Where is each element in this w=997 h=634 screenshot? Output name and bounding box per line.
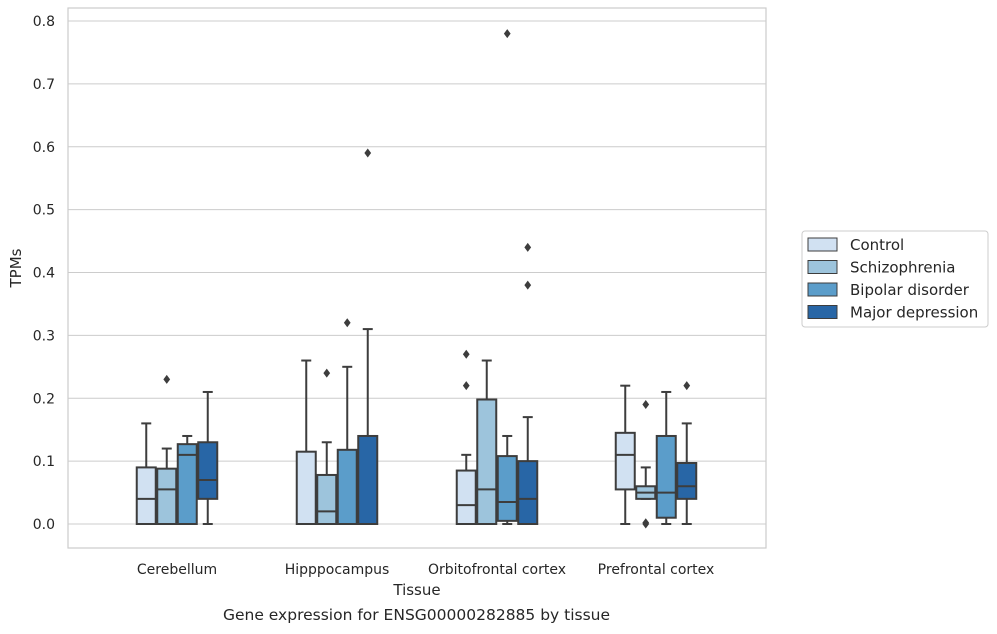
outlier-point (524, 280, 532, 290)
y-tick-label: 0.1 (33, 454, 55, 470)
outlier-point (683, 381, 691, 391)
x-axis-title: Tissue (392, 581, 440, 599)
box-body (295, 450, 317, 526)
outlier-point (364, 148, 372, 158)
box-body (676, 462, 698, 500)
figure-caption: Gene expression for ENSG00000282885 by t… (222, 606, 611, 624)
y-tick-label: 0.8 (33, 14, 55, 30)
box-body (176, 443, 198, 525)
outlier-point (642, 400, 650, 410)
legend-frame (801, 230, 989, 328)
box-schizophrenia (635, 400, 657, 529)
outlier-point (163, 374, 171, 384)
legend-label: Major depression (850, 304, 978, 322)
box-major-depression (357, 148, 379, 526)
box-bipolar-disorder (176, 434, 198, 525)
box-bipolar-disorder (496, 29, 518, 525)
y-tick-labels: 0.0 0.1 0.2 0.3 0.4 0.5 0.6 0.7 0.8 (33, 14, 55, 533)
box-major-depression (676, 381, 698, 525)
legend-label: Schizophrenia (850, 259, 955, 277)
box-body (476, 398, 498, 526)
box-control (135, 422, 157, 526)
box-major-depression (197, 390, 219, 525)
x-tick-label: Cerebellum (137, 562, 217, 578)
plot-frame (67, 7, 767, 549)
box-control (614, 384, 636, 525)
x-tick-labels: Cerebellum Hipppocampus Orbitofrontal cort… (137, 562, 714, 578)
box-body (357, 434, 379, 526)
box-body (316, 473, 338, 525)
y-tick-label: 0.3 (33, 328, 55, 344)
box-bipolar-disorder (336, 318, 358, 525)
box-control (455, 349, 477, 525)
legend-swatch (807, 260, 838, 274)
box-body (655, 434, 677, 519)
y-tick-label: 0.2 (33, 391, 55, 407)
box-schizophrenia (316, 368, 338, 525)
box-control (295, 359, 317, 526)
legend-swatch (807, 282, 838, 297)
box-schizophrenia (156, 374, 178, 526)
legend-label: Control (850, 236, 904, 254)
legend-swatch (807, 237, 838, 252)
box-body (156, 467, 178, 526)
outlier-point (524, 242, 532, 252)
box-body (455, 469, 477, 525)
legend-swatch (807, 305, 838, 319)
legend-label: Bipolar disorder (850, 281, 970, 299)
box-body (135, 466, 157, 526)
box-body (197, 441, 219, 500)
box-schizophrenia (476, 359, 498, 526)
outlier-point (343, 318, 351, 328)
outlier-point (462, 381, 470, 391)
y-tick-label: 0.0 (33, 517, 55, 533)
outlier-point (503, 29, 511, 39)
y-axis-title: TPMs (7, 248, 25, 288)
x-tick-label: Orbitofrontal cortex (428, 562, 566, 578)
box-body (496, 455, 518, 522)
y-tick-label: 0.6 (33, 140, 55, 156)
x-tick-label: Prefrontal cortex (598, 562, 715, 578)
x-tick-label: Hipppocampus (285, 562, 390, 578)
outlier-point (462, 349, 470, 359)
y-tick-label: 0.5 (33, 203, 55, 219)
box-major-depression (517, 242, 539, 525)
y-tick-label: 0.4 (33, 266, 55, 282)
legend: Control Schizophrenia Bipolar disorder Majo… (801, 230, 989, 328)
outlier-point (642, 518, 650, 528)
box-body (614, 431, 636, 491)
boxes (135, 29, 698, 529)
box-bipolar-disorder (655, 390, 677, 525)
outlier-point (323, 368, 331, 378)
box-body (517, 460, 539, 525)
box-body (336, 448, 358, 525)
y-tick-label: 0.7 (33, 77, 55, 93)
